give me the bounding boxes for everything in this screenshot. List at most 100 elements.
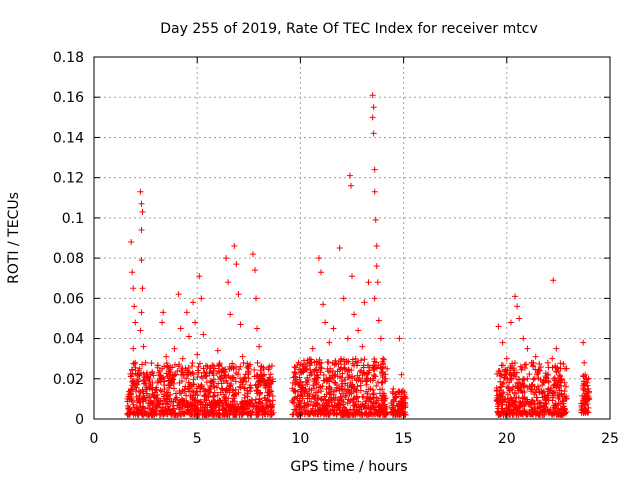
cluster-point xyxy=(560,409,567,416)
cluster-point xyxy=(319,410,326,417)
cluster-point xyxy=(304,379,311,386)
cluster-point xyxy=(261,394,268,401)
data-point xyxy=(528,359,535,366)
data-point xyxy=(561,379,568,386)
cluster-point xyxy=(265,366,272,373)
data-point xyxy=(138,257,145,264)
cluster-point xyxy=(228,380,235,387)
cluster-point xyxy=(295,403,302,410)
cluster-point xyxy=(361,356,368,363)
cluster-point xyxy=(269,411,276,418)
x-axis-title: GPS time / hours xyxy=(290,459,407,475)
cluster-point xyxy=(390,402,397,409)
data-point xyxy=(254,325,261,332)
data-point xyxy=(218,367,225,374)
cluster-point xyxy=(192,397,199,404)
cluster-point xyxy=(339,370,346,377)
cluster-point xyxy=(508,406,515,413)
cluster-point xyxy=(391,398,398,405)
cluster-point xyxy=(153,386,160,393)
cluster-point xyxy=(521,408,528,415)
cluster-point xyxy=(244,387,251,394)
x-tick-label: 20 xyxy=(498,431,516,447)
cluster-point xyxy=(338,356,345,363)
data-point xyxy=(206,401,213,408)
cluster-point xyxy=(338,364,345,371)
cluster-point xyxy=(545,394,552,401)
cluster-point xyxy=(134,410,141,417)
data-point xyxy=(138,200,145,207)
cluster-point xyxy=(338,383,345,390)
data-point xyxy=(379,355,386,362)
data-point xyxy=(150,391,157,398)
cluster-point xyxy=(219,386,226,393)
cluster-point xyxy=(129,398,136,405)
cluster-point xyxy=(509,365,516,372)
cluster-point xyxy=(178,396,185,403)
cluster-point xyxy=(214,370,221,377)
cluster-point xyxy=(380,393,387,400)
data-point xyxy=(497,395,504,402)
cluster-point xyxy=(306,385,313,392)
cluster-point xyxy=(314,389,321,396)
cluster-point xyxy=(312,366,319,373)
y-tick-label: 0.06 xyxy=(53,291,84,307)
cluster-point xyxy=(346,398,353,405)
data-point xyxy=(137,188,144,195)
cluster-point xyxy=(207,364,214,371)
data-point xyxy=(262,379,269,386)
cluster-point xyxy=(252,400,259,407)
cluster-point xyxy=(340,401,347,408)
cluster-point xyxy=(340,390,347,397)
cluster-point xyxy=(223,377,230,384)
cluster-point xyxy=(500,379,507,386)
data-point xyxy=(175,291,182,298)
cluster-point xyxy=(356,411,363,418)
cluster-point xyxy=(189,359,196,366)
cluster-point xyxy=(356,368,363,375)
cluster-point xyxy=(149,384,156,391)
cluster-point xyxy=(199,401,206,408)
cluster-point xyxy=(552,400,559,407)
cluster-point xyxy=(195,369,202,376)
cluster-point xyxy=(509,397,516,404)
cluster-point xyxy=(139,404,146,411)
cluster-point xyxy=(528,396,535,403)
cluster-point xyxy=(392,411,399,418)
cluster-point xyxy=(143,390,150,397)
cluster-point xyxy=(345,374,352,381)
y-tick-label: 0.08 xyxy=(53,251,84,267)
cluster-point xyxy=(323,386,330,393)
cluster-point xyxy=(582,406,589,413)
cluster-point xyxy=(226,383,233,390)
cluster-point xyxy=(537,408,544,415)
cluster-point xyxy=(557,382,564,389)
cluster-point xyxy=(359,372,366,379)
cluster-point xyxy=(497,384,504,391)
data-point xyxy=(208,379,215,386)
cluster-point xyxy=(254,359,261,366)
data-point xyxy=(336,245,343,252)
cluster-point xyxy=(545,379,552,386)
cluster-point xyxy=(528,404,535,411)
cluster-point xyxy=(494,396,501,403)
data-point xyxy=(138,309,145,316)
cluster-point xyxy=(215,380,222,387)
cluster-point xyxy=(126,396,133,403)
cluster-point xyxy=(304,359,311,366)
cluster-point xyxy=(210,383,217,390)
data-point xyxy=(134,371,141,378)
cluster-point xyxy=(502,367,509,374)
cluster-point xyxy=(237,375,244,382)
cluster-point xyxy=(181,386,188,393)
cluster-point xyxy=(141,377,148,384)
cluster-point xyxy=(382,378,389,385)
cluster-point xyxy=(156,375,163,382)
data-point xyxy=(167,371,174,378)
cluster-point xyxy=(172,390,179,397)
data-point xyxy=(540,379,547,386)
cluster-point xyxy=(129,382,136,389)
data-point xyxy=(507,319,514,326)
cluster-point xyxy=(506,371,513,378)
data-point xyxy=(190,299,197,306)
